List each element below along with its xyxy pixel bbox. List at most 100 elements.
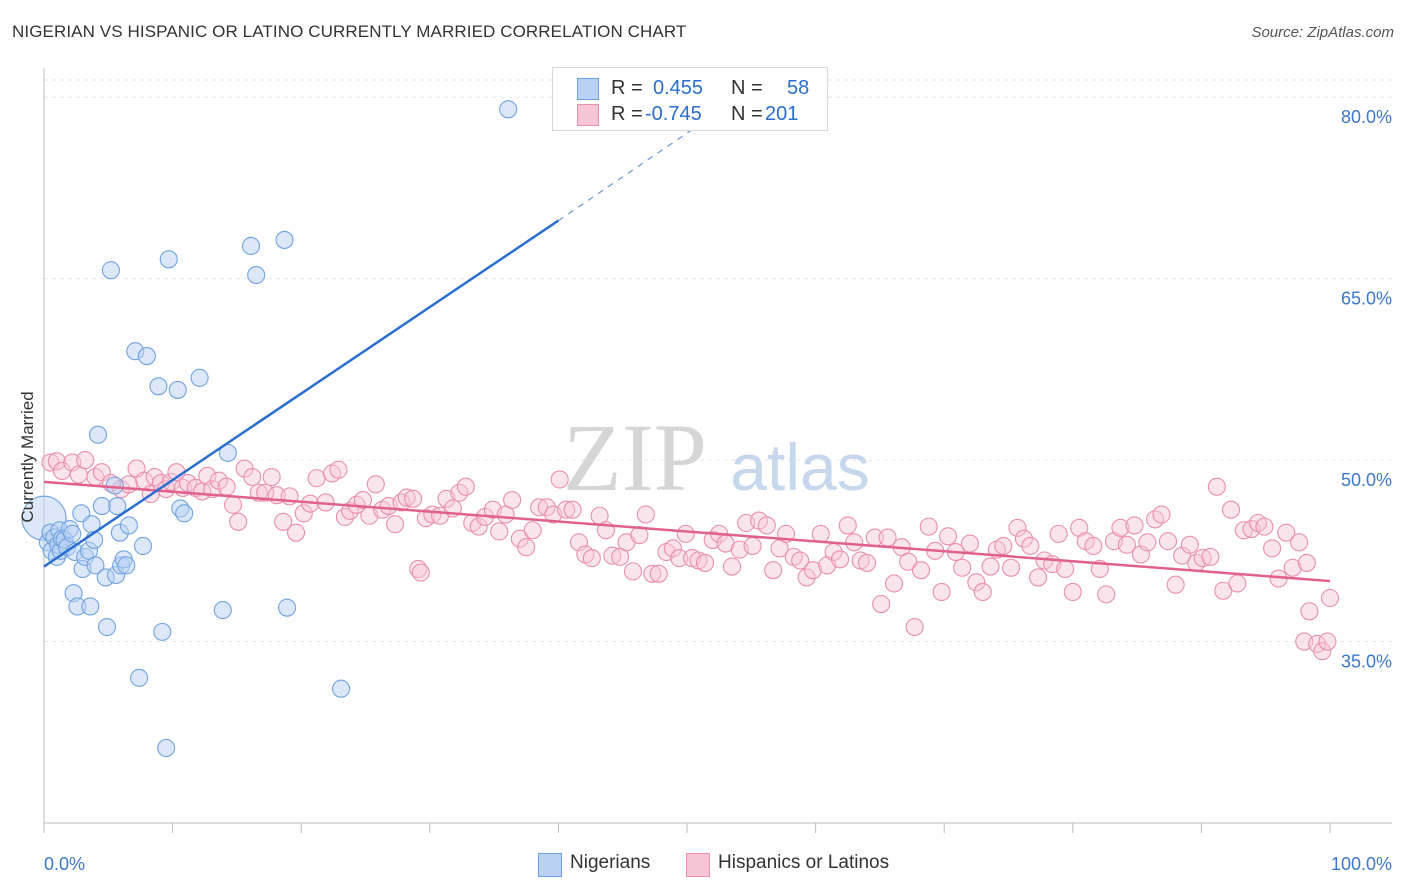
hispanic-point (899, 552, 918, 571)
hispanic-point (582, 549, 601, 568)
hispanic-point (256, 483, 275, 502)
hispanic-point (1180, 535, 1199, 554)
hispanic-point (223, 495, 243, 514)
n-value: 58 (787, 77, 810, 99)
hispanic-point (1117, 535, 1136, 554)
hispanic-point (404, 489, 423, 508)
hispanic-point (1152, 505, 1171, 524)
hispanic-point (1158, 532, 1178, 551)
hispanic-point (1097, 585, 1116, 604)
hispanic-point (663, 539, 682, 558)
nigerian-trend-line (43, 219, 560, 568)
r-value: -0.745 (645, 103, 702, 125)
hispanic-point (411, 563, 430, 582)
nigerian-point (153, 622, 172, 641)
n-value: 201 (765, 103, 799, 125)
legend-swatch-blue (538, 853, 562, 877)
hispanic-point (523, 521, 542, 540)
legend-swatch-pink (686, 853, 710, 877)
hispanic-point (1214, 581, 1233, 600)
hispanic-point (243, 467, 262, 487)
hispanic-point (1297, 553, 1316, 572)
hispanic-point (811, 524, 830, 543)
hispanic-point (1166, 575, 1185, 594)
x-tick-label: 0.0% (44, 854, 85, 874)
nigerian-point (275, 230, 294, 249)
r-label: R = (611, 103, 643, 125)
hispanic-point (1234, 521, 1253, 540)
nigerian-point (97, 617, 117, 637)
nigerian-point (157, 738, 176, 758)
nigerian-point (149, 377, 168, 396)
hispanic-trend-line (43, 480, 1331, 583)
hispanic-point (803, 561, 823, 580)
stats-row-hispanics: R = -0.745 N = 201 (553, 101, 827, 127)
nigerian-point (86, 556, 105, 575)
hispanic-point (1111, 518, 1130, 537)
hispanic-point (262, 467, 281, 487)
hispanic-point (386, 515, 405, 534)
hispanic-point (1084, 536, 1103, 556)
nigerian-point (130, 668, 149, 687)
hispanic-point (1228, 574, 1247, 593)
hispanic-point (757, 516, 776, 535)
watermark-zip: ZIP (563, 404, 707, 511)
hispanic-point (905, 617, 924, 637)
hispanic-point (456, 477, 475, 496)
hispanic-point (550, 470, 569, 489)
hispanic-point (722, 557, 742, 576)
hispanic-point (743, 536, 762, 556)
hispanic-point (287, 523, 306, 542)
nigerian-point (133, 536, 153, 556)
hispanic-point (1021, 536, 1040, 556)
hispanic-point (967, 573, 986, 592)
tick-labels: 35.0% 50.0% 65.0% 80.0% 0.0% 100.0% (44, 107, 1392, 874)
hispanic-point (797, 568, 816, 587)
nigerian-point (278, 598, 297, 617)
hispanic-point (973, 582, 992, 602)
hispanic-point (1201, 547, 1220, 566)
hispanic-point (490, 522, 509, 541)
stats-row-nigerians: R = 0.455 N = 58 (553, 75, 827, 101)
y-tick-label: 80.0% (1341, 107, 1392, 127)
hispanic-point (1008, 518, 1027, 537)
hispanic-point (994, 536, 1013, 556)
hispanic-point (1283, 558, 1302, 577)
nigerian-point (92, 497, 111, 516)
hispanic-point (1029, 568, 1048, 587)
hispanic-point (1193, 549, 1212, 568)
hispanic-point (517, 538, 536, 557)
nigerian-point (190, 368, 209, 387)
hispanics-swatch (577, 104, 599, 126)
hispanic-point (307, 469, 326, 488)
hispanic-point (1277, 523, 1296, 542)
nigerians-swatch (577, 78, 599, 100)
hispanic-point (503, 490, 522, 510)
nigerian-points (21, 100, 518, 758)
n-label: N = (731, 77, 763, 99)
hispanic-point (1138, 533, 1157, 552)
source-label: Source: ZipAtlas.com (1251, 24, 1394, 41)
hispanic-point (676, 524, 695, 543)
n-label: N = (731, 103, 763, 125)
axis-layer (43, 68, 1392, 833)
hispanic-point (1002, 558, 1021, 577)
hispanic-point (353, 490, 372, 510)
nigerian-point (137, 347, 156, 366)
hispanic-point (274, 512, 293, 531)
hispanic-point (1300, 602, 1319, 621)
y-tick-label: 65.0% (1341, 289, 1392, 309)
y-axis-label: Currently Married (18, 391, 37, 523)
hispanic-points (41, 451, 1340, 661)
hispanic-point (530, 498, 549, 517)
y-tick-label: 35.0% (1341, 652, 1392, 672)
r-label: R = (611, 77, 643, 99)
hispanic-point (1056, 559, 1075, 579)
hispanic-point (392, 493, 411, 512)
hispanic-point (857, 553, 877, 572)
hispanic-point (939, 527, 958, 546)
nigerian-point (108, 497, 127, 516)
nigerian-point (332, 679, 351, 698)
hispanic-point (953, 558, 972, 577)
